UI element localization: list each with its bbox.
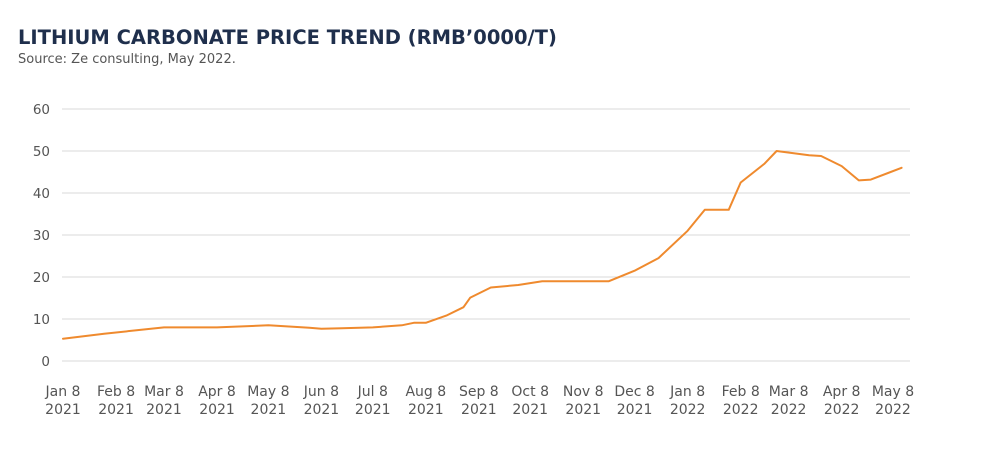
chart-title: LITHIUM CARBONATE PRICE TREND (RMB’0000/… (18, 26, 557, 49)
x-axis: Jan 8 2021 Feb 8 2021 Mar 8 2021 Apr 8 2021 May … (45, 384, 915, 418)
series-layer (62, 150, 903, 340)
x-tick-label: Aug 8 2021 (405, 384, 446, 418)
chart-source: Source: Ze consulting, May 2022. (18, 52, 236, 67)
x-tick-label: Nov 8 2021 (563, 384, 604, 418)
x-tick-label: Sep 8 2021 (459, 384, 499, 418)
y-tick-label: 0 (41, 354, 50, 370)
grid-layer (62, 108, 910, 362)
x-tick-label: Dec 8 2021 (614, 384, 654, 418)
y-tick-label: 10 (33, 312, 50, 328)
x-tick-label: Feb 8 2022 (722, 384, 760, 418)
series-line-0 (62, 150, 903, 340)
x-tick-label: May 8 2021 (247, 384, 289, 418)
x-tick-label: May 8 2022 (872, 384, 914, 418)
x-tick-label: Oct 8 2021 (511, 384, 549, 418)
x-tick-label: Mar 8 2021 (144, 384, 184, 418)
x-tick-label: Jul 8 2021 (355, 384, 391, 418)
x-tick-label: Feb 8 2021 (97, 384, 135, 418)
x-tick-label: Apr 8 2022 (823, 384, 861, 418)
x-tick-label: Mar 8 2022 (769, 384, 809, 418)
y-tick-label: 40 (33, 186, 50, 202)
x-tick-label: Jan 8 2021 (45, 384, 81, 418)
x-tick-label: Jan 8 2022 (669, 384, 705, 418)
x-tick-label: Jun 8 2021 (303, 384, 339, 418)
y-tick-label: 30 (33, 228, 50, 244)
y-tick-label: 50 (33, 144, 50, 160)
y-axis: 0 10 20 30 40 50 60 (33, 102, 50, 370)
y-tick-label: 60 (33, 102, 50, 118)
x-tick-label: Apr 8 2021 (198, 384, 236, 418)
y-tick-label: 20 (33, 270, 50, 286)
